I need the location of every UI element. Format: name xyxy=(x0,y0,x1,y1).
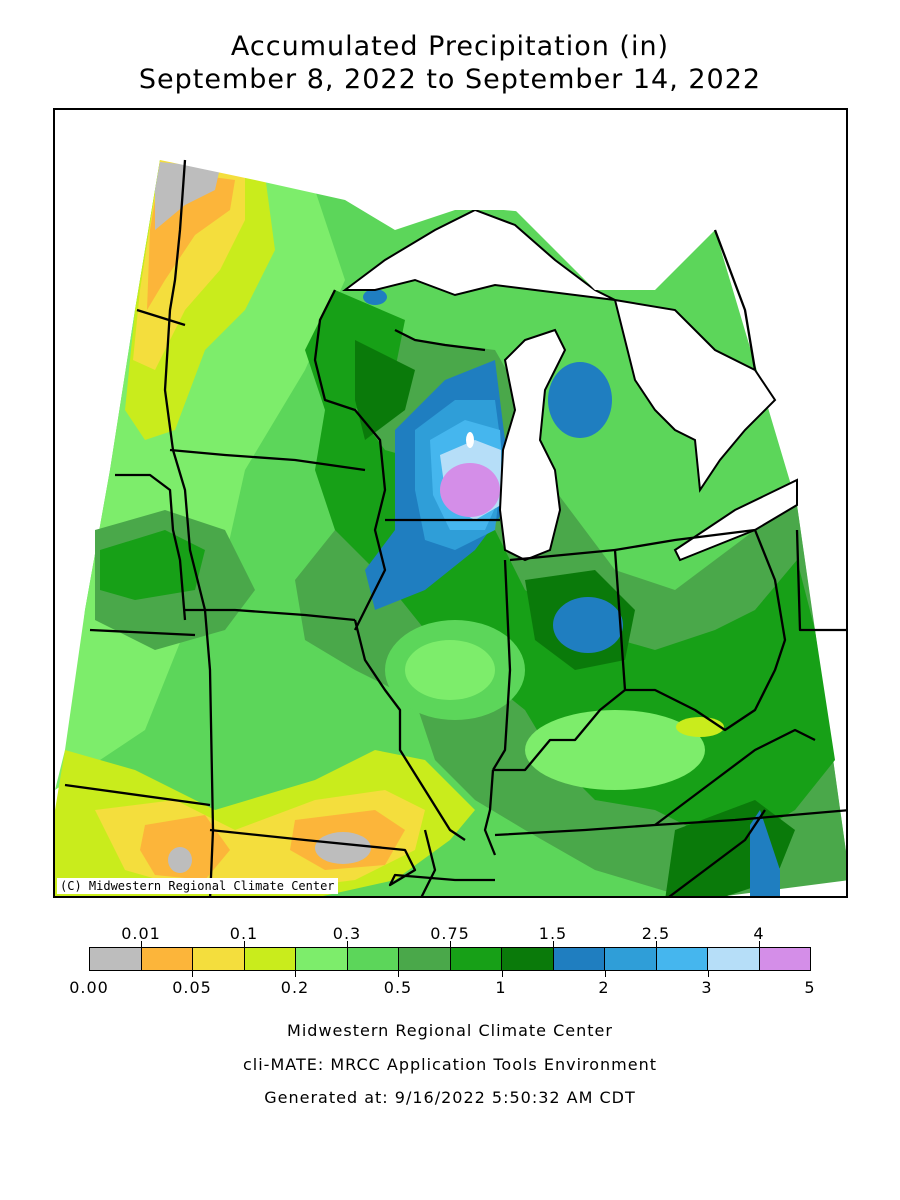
legend-swatch xyxy=(399,948,451,970)
legend-swatch xyxy=(553,948,605,970)
legend-tick xyxy=(192,971,194,977)
legend-swatch xyxy=(502,948,554,970)
precip-zone-gray xyxy=(155,162,220,230)
legend-swatch xyxy=(141,948,193,970)
legend-bottom-label: 3 xyxy=(701,978,713,997)
legend-tick xyxy=(450,941,451,947)
precip-zone-blue-lake-sup xyxy=(363,289,387,305)
legend-swatch xyxy=(347,948,399,970)
precip-zone-gray-sw xyxy=(168,847,192,873)
legend-bottom-label: 0.00 xyxy=(69,978,109,997)
legend-bottom-label: 1 xyxy=(495,978,507,997)
legend-tick xyxy=(707,971,709,977)
legend-bottom-label: 0.5 xyxy=(383,978,413,997)
footer-toolname: cli-MATE: MRCC Application Tools Environ… xyxy=(242,1055,658,1074)
legend-swatch xyxy=(605,948,657,970)
precip-zone-blue-se xyxy=(750,810,780,896)
legend-tick xyxy=(243,941,245,947)
map-copyright: (C) Midwestern Regional Climate Center xyxy=(57,878,338,894)
precip-zone-light-ky xyxy=(525,710,705,790)
state-boundaries xyxy=(64,159,846,896)
island-marker xyxy=(466,432,474,448)
legend-swatch xyxy=(244,948,296,970)
precip-zone-gray-sw2 xyxy=(315,832,371,864)
legend-tick xyxy=(140,941,142,947)
legend-bottom-label: 0.2 xyxy=(280,978,310,997)
legend-tick xyxy=(398,971,400,977)
map-canvas xyxy=(55,110,846,896)
precip-zone-blue-in xyxy=(553,597,623,653)
legend-top-label: 0.1 xyxy=(229,924,259,943)
legend-top-label: 0.75 xyxy=(430,924,470,943)
legend-bottom-label: 2 xyxy=(598,978,610,997)
legend-tick xyxy=(346,941,348,947)
legend-top-label: 2.5 xyxy=(641,924,671,943)
lake-erie xyxy=(673,478,798,562)
map-title: Accumulated Precipitation (in) xyxy=(230,31,670,62)
precip-zone-violet xyxy=(440,463,500,517)
footer-generated: Generated at: 9/16/2022 5:50:32 AM CDT xyxy=(264,1088,636,1107)
legend-top-label: 4 xyxy=(753,924,765,943)
legend-swatch xyxy=(759,948,810,970)
precipitation-map: (C) Midwestern Regional Climate Center xyxy=(53,108,848,898)
legend-tick xyxy=(759,941,761,947)
precip-zone-blue-mi xyxy=(548,362,612,438)
legend-tick xyxy=(295,971,297,977)
precip-zone-light-c xyxy=(405,640,495,700)
lake-huron xyxy=(613,298,777,493)
legend-tick xyxy=(656,941,658,947)
precip-zone-darkest xyxy=(355,340,415,440)
legend-tick xyxy=(604,971,606,977)
legend-top-label: 0.3 xyxy=(332,924,362,943)
legend-swatch xyxy=(450,948,502,970)
legend-swatch xyxy=(193,948,245,970)
map-date-range: September 8, 2022 to September 14, 2022 xyxy=(138,64,762,95)
legend-tick xyxy=(553,941,555,947)
legend-top-label: 0.01 xyxy=(121,924,161,943)
legend-bottom-label: 5 xyxy=(804,978,816,997)
precip-zone-darkgreen-w xyxy=(100,530,205,600)
legend-top-label: 1.5 xyxy=(538,924,568,943)
lake-upper-north xyxy=(160,110,846,290)
legend-swatch xyxy=(296,948,348,970)
legend-swatch xyxy=(708,948,760,970)
legend-tick xyxy=(501,971,503,977)
legend-color-bar xyxy=(89,947,811,971)
legend-bottom-label: 0.05 xyxy=(172,978,212,997)
legend-swatch xyxy=(656,948,708,970)
lake-michigan xyxy=(498,328,567,562)
legend-swatch xyxy=(90,948,142,970)
precip-zone-darkgreen xyxy=(305,290,835,840)
precip-zone-yellow-ky xyxy=(676,717,724,737)
footer-organization: Midwestern Regional Climate Center xyxy=(287,1021,613,1040)
precip-zone-deep-orange-sw xyxy=(140,815,230,880)
